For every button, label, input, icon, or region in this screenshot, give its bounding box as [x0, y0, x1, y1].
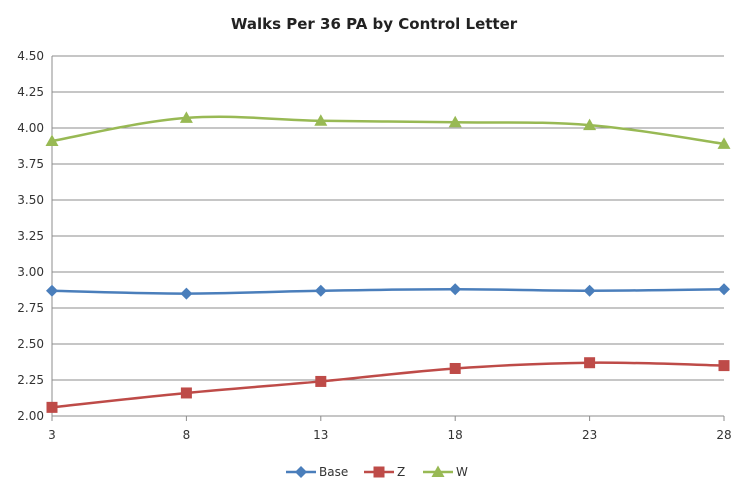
y-tick-label: 2.50 — [17, 337, 44, 351]
series-z — [46, 357, 730, 413]
chart-title: Walks Per 36 PA by Control Letter — [231, 15, 518, 33]
x-axis: 3 8 13 18 23 28 — [48, 56, 732, 442]
series-line-z — [51, 361, 725, 409]
data-point-z — [449, 362, 461, 374]
series-line-w — [51, 115, 725, 146]
legend-label-base: Base — [319, 465, 348, 479]
y-tick-label: 4.25 — [17, 85, 44, 99]
data-point-w — [179, 111, 193, 123]
data-point-z — [46, 401, 58, 413]
data-point-base — [46, 284, 58, 297]
x-tick-label: 13 — [313, 428, 328, 442]
x-tick-label: 23 — [582, 428, 597, 442]
data-point-base — [583, 284, 596, 297]
legend-marker-base — [295, 466, 307, 478]
y-axis: 2.00 2.25 2.50 2.75 3.00 3.25 3.50 3.75 4.00 4.25… — [17, 49, 44, 423]
data-point-z — [180, 387, 192, 399]
gridlines — [52, 55, 724, 417]
x-tick-label: 28 — [716, 428, 731, 442]
legend-marker-w — [431, 465, 445, 477]
series-line-base — [51, 288, 725, 295]
data-point-base — [718, 283, 730, 296]
series-group — [45, 111, 731, 413]
data-point-z — [584, 357, 596, 369]
y-tick-label: 4.00 — [17, 121, 44, 135]
y-tick-label: 2.25 — [17, 373, 44, 387]
x-tick-label: 3 — [48, 428, 56, 442]
data-point-base — [180, 287, 193, 300]
data-point-w — [45, 134, 59, 146]
y-tick-label: 3.50 — [17, 193, 44, 207]
legend-label-z: Z — [397, 465, 405, 479]
legend-label-w: W — [456, 465, 468, 479]
legend-item-z: Z — [364, 465, 405, 479]
y-tick-label: 3.75 — [17, 157, 44, 171]
data-point-z — [718, 360, 730, 372]
legend-item-base: Base — [286, 465, 348, 479]
series-w — [45, 111, 731, 149]
data-point-z — [315, 375, 327, 387]
data-point-w — [448, 115, 462, 128]
x-tick-label: 8 — [183, 428, 191, 442]
legend: Base Z W — [286, 465, 468, 479]
data-point-w — [583, 118, 597, 131]
data-point-base — [314, 284, 327, 297]
y-tick-label: 4.50 — [17, 49, 44, 63]
series-base — [46, 283, 730, 300]
y-tick-label: 3.25 — [17, 229, 44, 243]
y-tick-label: 2.75 — [17, 301, 44, 315]
legend-item-w: W — [423, 465, 468, 479]
legend-marker-z — [373, 466, 385, 478]
y-tick-label: 3.00 — [17, 265, 44, 279]
data-point-base — [449, 283, 462, 296]
data-point-w — [314, 114, 328, 126]
data-point-w — [717, 137, 731, 149]
x-tick-label: 18 — [448, 428, 463, 442]
y-tick-label: 2.00 — [17, 409, 44, 423]
